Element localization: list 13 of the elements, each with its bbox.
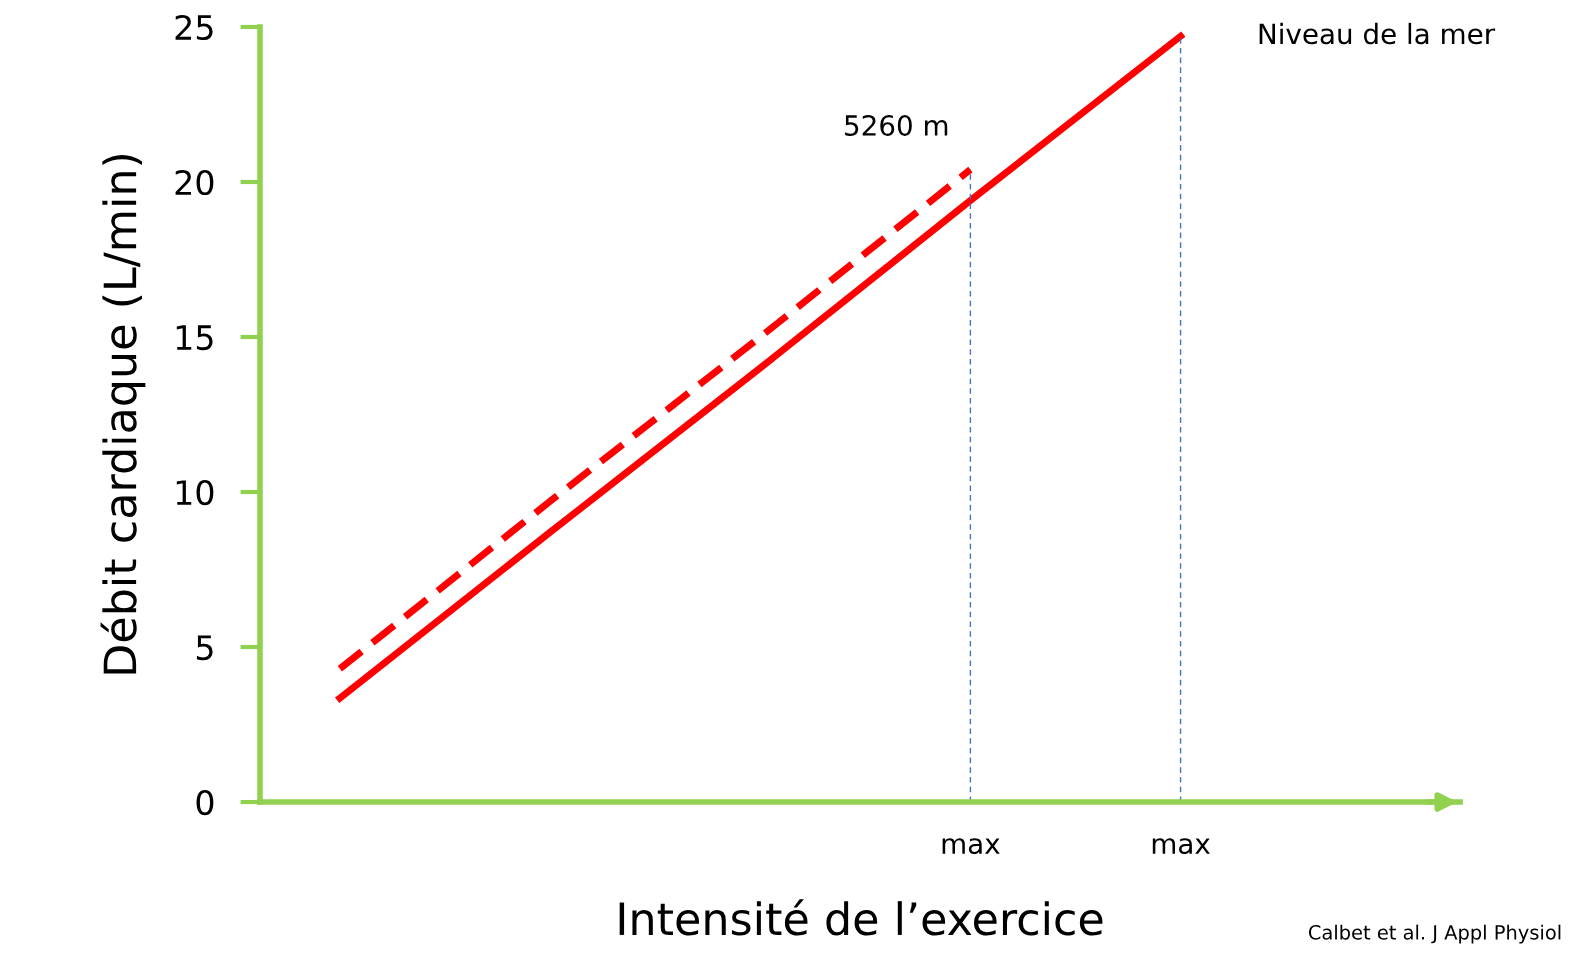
x-tick-label: max	[942, 838, 1000, 855]
y-tick-label: 20	[175, 169, 214, 196]
y-tick-label: 5	[196, 635, 213, 661]
x-tick-label: max	[1152, 838, 1210, 855]
y-axis-title: Débit cardiaque (L/min)	[100, 154, 146, 674]
y-tick-label: 25	[175, 14, 213, 41]
y-tick-label: 0	[196, 789, 214, 816]
series-label: 5260 m	[845, 114, 948, 136]
x-axis-title: Intensité de l’exercice	[619, 899, 1103, 936]
text: Calbet et al. J Appl Physiol	[1308, 924, 1561, 944]
text: Niveau de la mer	[1259, 22, 1496, 45]
y-tick-label: 15	[176, 325, 213, 351]
y-tick-label: 10	[176, 479, 214, 506]
